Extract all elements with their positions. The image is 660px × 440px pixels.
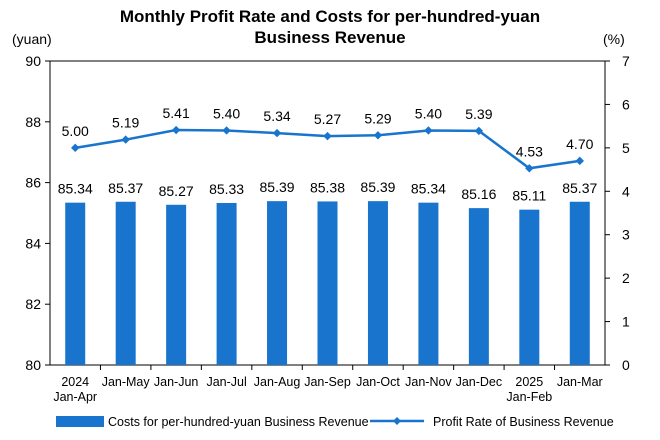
bar <box>317 201 338 365</box>
line-value-label: 5.27 <box>314 111 341 127</box>
line-value-label: 5.40 <box>213 105 240 121</box>
legend-bar-swatch <box>56 416 104 427</box>
bar-value-label: 85.11 <box>512 188 546 204</box>
x-category-label: Jan-Apr <box>53 390 97 404</box>
line-value-label: 5.29 <box>364 110 391 126</box>
bar <box>418 202 439 365</box>
bar <box>216 202 237 365</box>
bar <box>166 204 187 365</box>
line-marker <box>373 131 383 140</box>
line-value-label: 4.70 <box>566 136 593 152</box>
legend-bar-label: Costs for per-hundred-yuan Business Reve… <box>108 415 369 429</box>
y-right-tick-label: 2 <box>622 270 630 286</box>
chart-title-line-2: Business Revenue <box>254 28 405 47</box>
bar-value-label: 85.27 <box>159 183 194 199</box>
y-left-unit: (yuan) <box>12 31 52 47</box>
x-category-label: Jan-Jul <box>206 375 246 389</box>
x-category-label: Jan-Dec <box>456 375 503 389</box>
bar-value-label: 85.37 <box>562 180 597 196</box>
legend-line-label: Profit Rate of Business Revenue <box>433 415 614 429</box>
bar-value-label: 85.37 <box>108 180 143 196</box>
y-right-tick-label: 0 <box>622 357 630 373</box>
bar <box>519 209 540 365</box>
bar <box>367 201 388 365</box>
line-marker <box>525 164 534 173</box>
x-category-label: 2025 <box>515 375 543 389</box>
y-right-tick-label: 1 <box>622 314 630 330</box>
y-left-tick-label: 84 <box>25 235 41 251</box>
bar <box>267 201 288 365</box>
line-marker <box>171 125 181 135</box>
line-marker <box>424 126 433 135</box>
y-right-tick-label: 6 <box>622 96 630 112</box>
x-category-label: Jan-Mar <box>557 375 603 389</box>
bar <box>65 202 86 365</box>
line-value-label: 5.19 <box>112 115 139 131</box>
y-right-unit: (%) <box>603 31 625 47</box>
plot-area: 80 82 84 86 88 90 0 1 2 3 4 5 6 7 85.34 85.37 85.27 85.33… <box>25 53 630 429</box>
y-right-tick-label: 7 <box>622 53 630 69</box>
bar-value-label: 85.38 <box>310 179 345 195</box>
line-value-label: 5.41 <box>163 105 190 121</box>
line-value-label: 5.00 <box>62 123 89 139</box>
y-left-tick-label: 88 <box>25 114 41 130</box>
legend-line-marker <box>393 417 401 425</box>
line-marker <box>272 128 282 138</box>
line-marker <box>474 126 484 136</box>
line-marker <box>323 131 332 141</box>
line-value-label: 5.39 <box>465 106 492 122</box>
bar-value-label: 85.39 <box>360 179 395 195</box>
x-category-label: Jan-Nov <box>405 375 452 389</box>
y-right-tick-label: 4 <box>622 183 630 199</box>
x-category-label: Jan-Sep <box>304 375 351 389</box>
y-right-tick-label: 5 <box>622 140 630 156</box>
y-left-tick-label: 90 <box>25 53 41 69</box>
line-marker <box>575 156 584 166</box>
bar-value-label: 85.34 <box>411 181 446 197</box>
x-category-label: Jan-Oct <box>356 375 400 389</box>
line-value-label: 5.34 <box>263 108 290 124</box>
y-left-tick-label: 86 <box>25 175 41 191</box>
bar-value-label: 85.34 <box>58 181 93 197</box>
bar-value-label: 85.39 <box>260 179 295 195</box>
line-marker <box>71 143 80 153</box>
chart-title-line-1: Monthly Profit Rate and Costs for per-hu… <box>120 7 540 26</box>
line-value-label: 4.53 <box>516 143 543 159</box>
x-category-label: Jan-Aug <box>254 375 301 389</box>
x-category-label: Jan-Feb <box>506 390 552 404</box>
y-right-tick-label: 3 <box>622 227 630 243</box>
x-category-label: Jan-May <box>102 375 151 389</box>
y-left-tick-label: 80 <box>25 357 41 373</box>
bar <box>569 201 590 365</box>
x-category-label: Jan-Jun <box>154 375 199 389</box>
bar-value-label: 85.33 <box>209 181 244 197</box>
line-marker <box>121 135 130 144</box>
x-category-label: 2024 <box>61 375 89 389</box>
bar-value-label: 85.16 <box>461 186 496 202</box>
bar <box>468 208 489 365</box>
line-marker <box>222 126 231 135</box>
y-left-tick-label: 82 <box>25 296 41 312</box>
bar <box>115 201 136 365</box>
line-value-label: 5.40 <box>415 105 442 121</box>
